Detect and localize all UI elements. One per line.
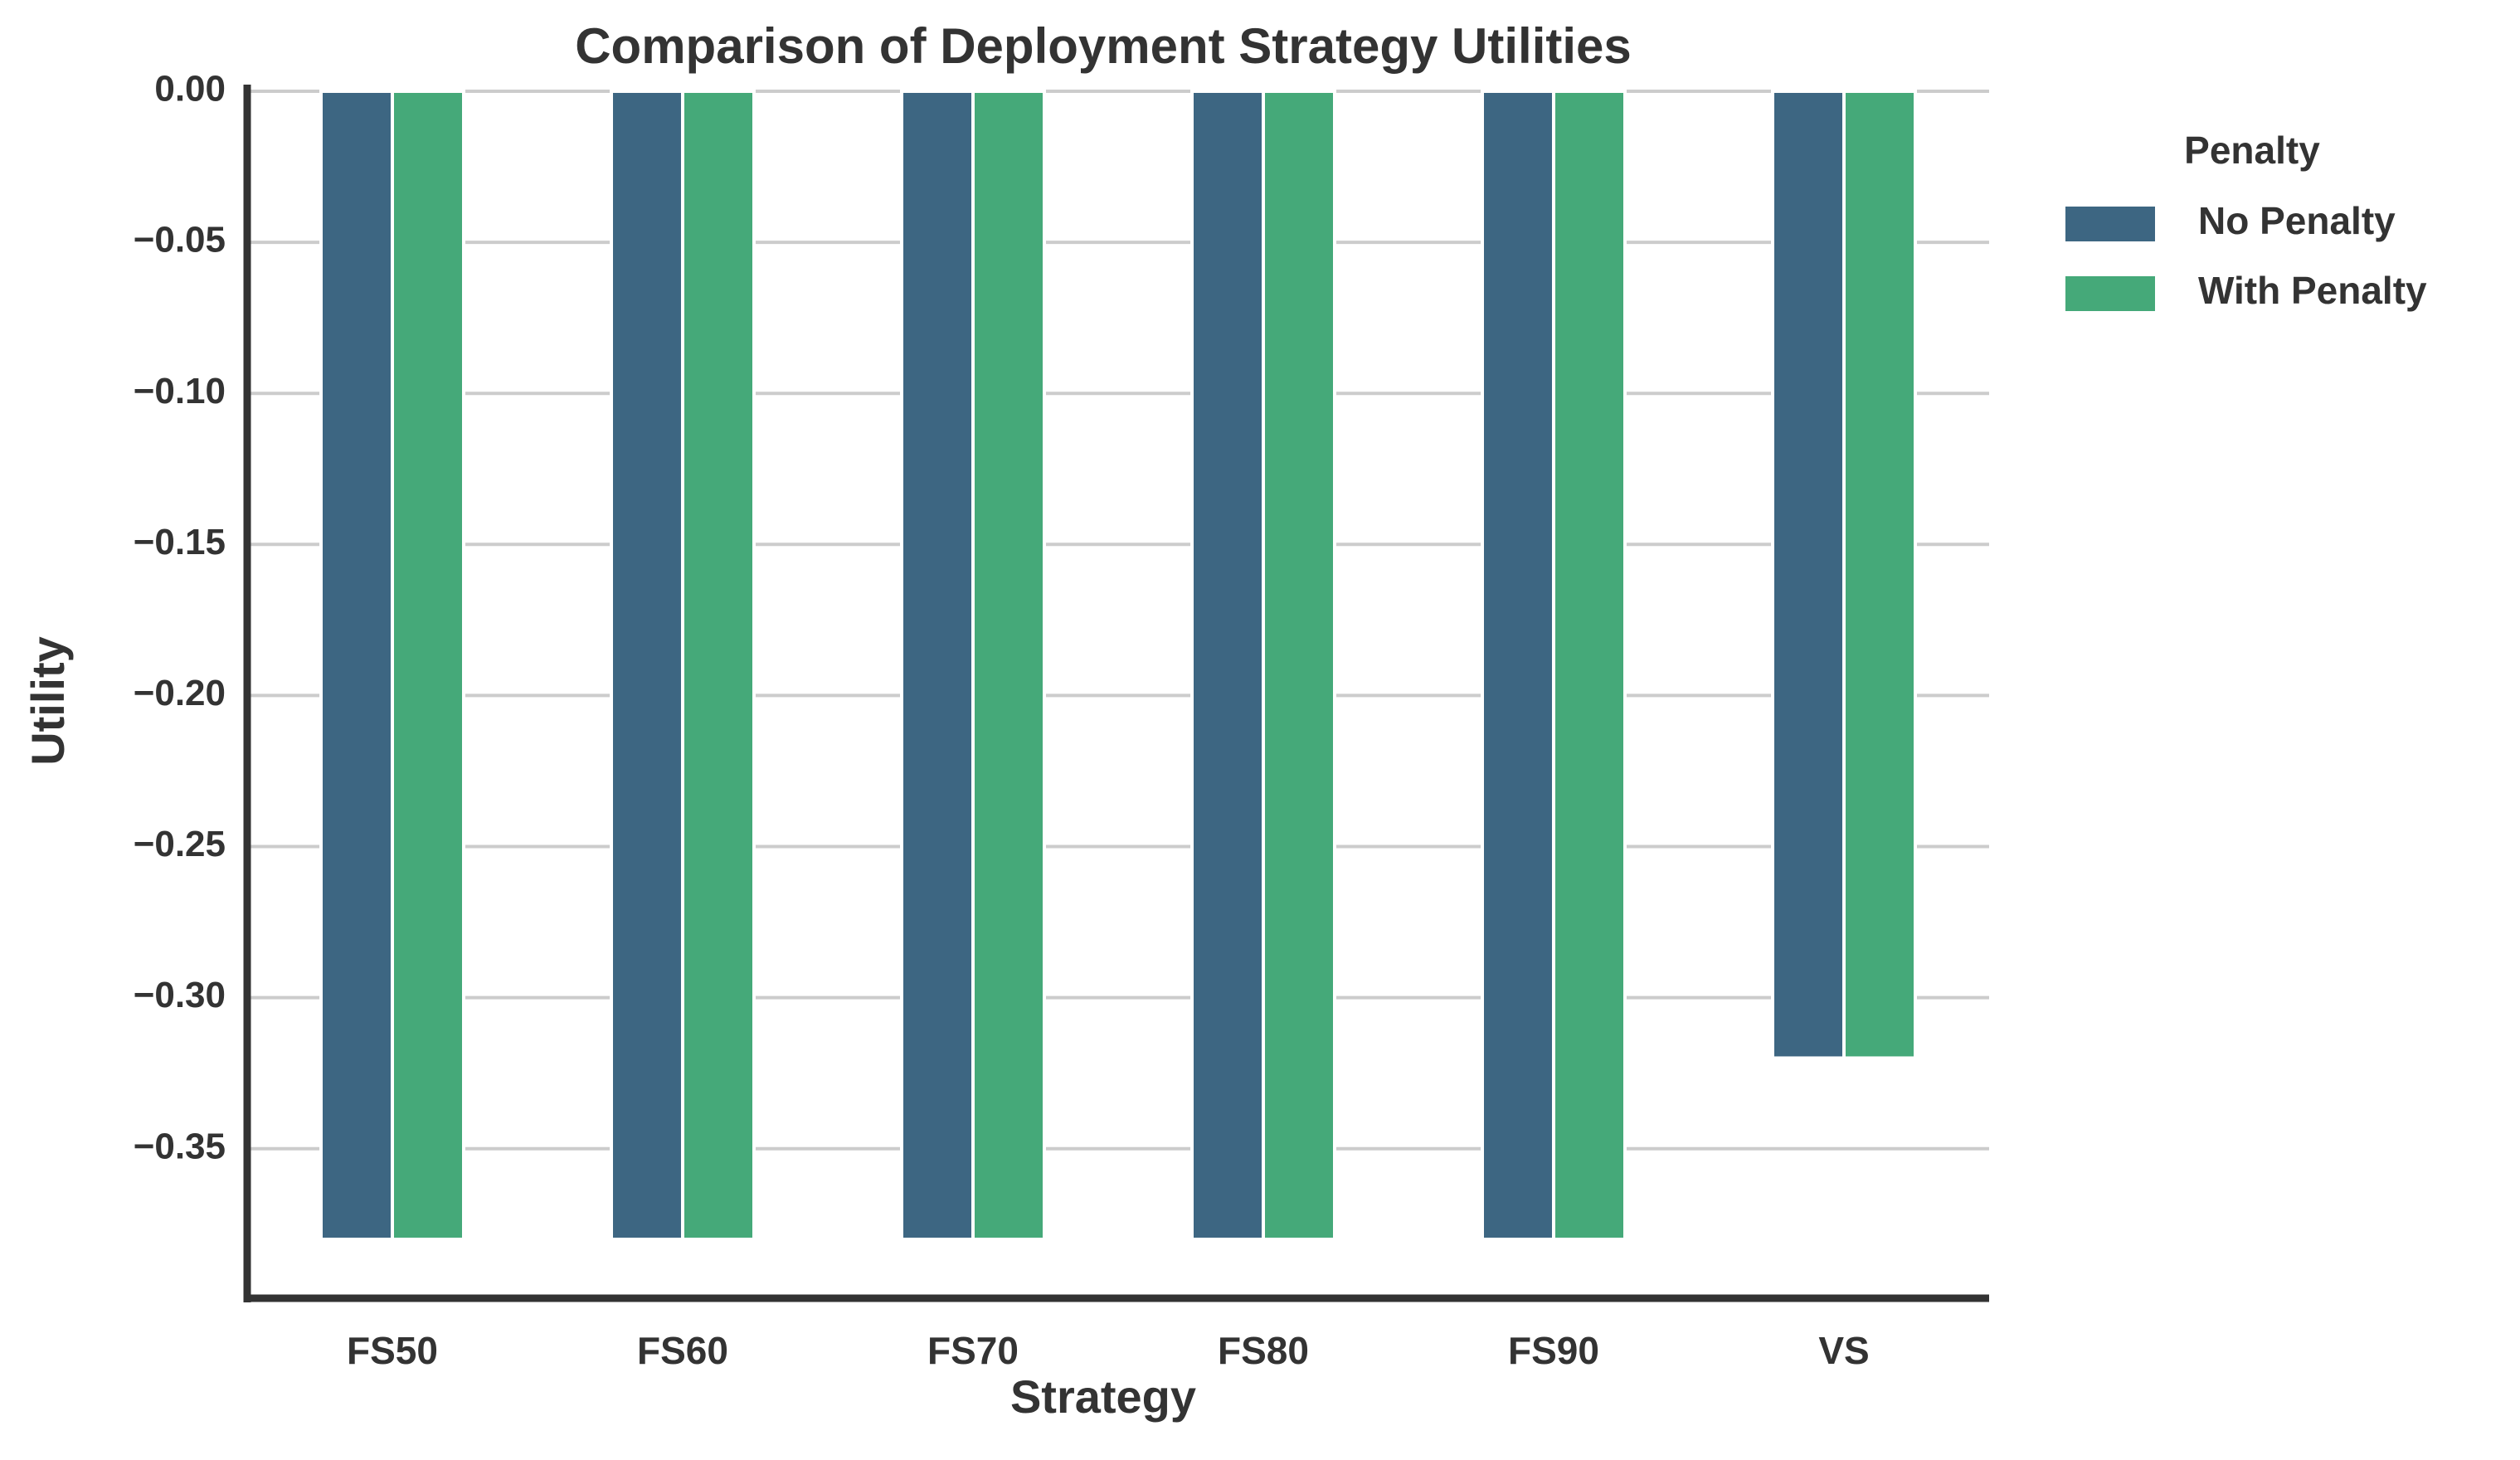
y-tick-label: −0.30: [134, 975, 226, 1015]
bar-fs70-with-penalty: [971, 90, 1046, 1241]
x-tick-label: FS60: [637, 1329, 728, 1372]
y-tick-label: −0.10: [134, 371, 226, 411]
bar-fs80-with-penalty: [1262, 90, 1336, 1241]
bars: [319, 90, 1917, 1241]
y-tick-label: −0.35: [134, 1126, 226, 1166]
bar-fs60-no-penalty: [610, 90, 684, 1241]
chart-title: Comparison of Deployment Strategy Utilit…: [575, 18, 1632, 74]
bar-fs90-with-penalty: [1552, 90, 1627, 1241]
bar-fs90-no-penalty: [1481, 90, 1555, 1241]
legend-swatch-no-penalty: [2065, 207, 2155, 241]
bar-fs70-no-penalty: [900, 90, 975, 1241]
x-axis-label: Strategy: [1010, 1370, 1196, 1423]
x-tick-label: FS70: [927, 1329, 1019, 1372]
x-tick-label: VS: [1818, 1329, 1869, 1372]
bar-vs-with-penalty: [1842, 90, 1917, 1060]
bar-fs50-no-penalty: [319, 90, 394, 1241]
axes: 0.00 −0.05 −0.10 −0.15 −0.20 −0.25 −0.30 −0.35 F…: [134, 69, 1989, 1372]
legend-swatch-with-penalty: [2065, 276, 2155, 311]
y-tick-label: −0.15: [134, 522, 226, 562]
x-tick-label: FS50: [347, 1329, 438, 1372]
y-tick-label: 0.00: [154, 69, 226, 110]
legend-title: Penalty: [2184, 129, 2320, 172]
gridlines: [247, 90, 1989, 1151]
legend-items: No Penalty With Penalty: [2065, 199, 2427, 312]
legend-label-with-penalty: With Penalty: [2198, 269, 2427, 312]
x-tick-label: FS80: [1218, 1329, 1309, 1372]
x-tick-label: FS90: [1508, 1329, 1599, 1372]
y-tick-label: −0.05: [134, 220, 226, 260]
y-axis-label: Utility: [22, 636, 74, 766]
y-tick-label: −0.25: [134, 824, 226, 864]
bar-fs80-no-penalty: [1190, 90, 1265, 1241]
y-tick-label: −0.20: [134, 673, 226, 713]
bar-vs-no-penalty: [1771, 90, 1846, 1060]
legend: Penalty No Penalty With Penalty: [2065, 129, 2427, 312]
legend-label-no-penalty: No Penalty: [2198, 199, 2396, 242]
bar-fs60-with-penalty: [681, 90, 756, 1241]
bar-fs50-with-penalty: [391, 90, 465, 1241]
